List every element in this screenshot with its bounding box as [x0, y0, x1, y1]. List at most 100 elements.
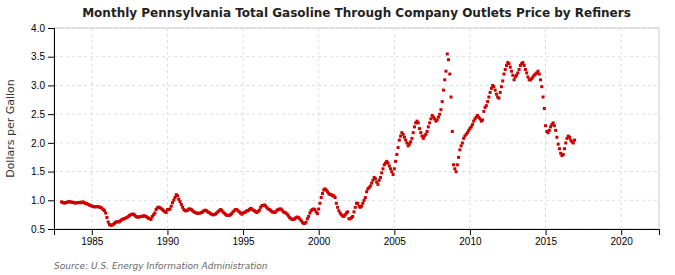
grid-line: [54, 142, 659, 143]
point: [486, 100, 489, 103]
point: [524, 68, 527, 71]
point: [564, 141, 567, 144]
grid-line: [545, 28, 546, 229]
point: [356, 202, 359, 205]
point: [180, 203, 183, 206]
tick: 0.5: [31, 224, 54, 235]
point: [317, 208, 320, 211]
point: [258, 209, 261, 212]
grid-line: [167, 28, 168, 229]
tick-mark: [546, 229, 547, 235]
point: [563, 147, 566, 150]
grid-line: [54, 56, 659, 57]
point: [481, 119, 484, 122]
tick-mark: [621, 229, 622, 235]
point: [452, 163, 455, 166]
tick: 2005: [384, 229, 407, 247]
point: [176, 194, 179, 197]
tick-mark: [470, 229, 471, 235]
point: [482, 110, 485, 113]
grid-line: [54, 200, 659, 201]
tick: 3.0: [31, 80, 54, 91]
point: [555, 136, 558, 139]
point: [365, 190, 368, 193]
point: [346, 210, 349, 213]
tick-mark: [394, 229, 395, 235]
point: [448, 73, 451, 76]
tick: 4.0: [31, 23, 54, 34]
point: [540, 85, 543, 88]
point: [457, 156, 460, 159]
point: [336, 206, 339, 209]
point: [441, 100, 444, 103]
point: [439, 108, 442, 111]
point: [460, 144, 463, 147]
point: [502, 73, 505, 76]
point: [395, 153, 398, 156]
point: [558, 147, 561, 150]
point: [539, 78, 542, 81]
point: [554, 129, 557, 132]
point: [494, 89, 497, 92]
tick-mark: [243, 229, 244, 235]
point: [447, 58, 450, 61]
point: [179, 200, 182, 203]
point: [492, 85, 495, 88]
point: [354, 206, 357, 209]
point: [335, 202, 338, 205]
point: [378, 179, 381, 182]
point: [389, 167, 392, 170]
point: [352, 210, 355, 213]
point: [471, 123, 474, 126]
tick: 2015: [535, 229, 558, 247]
point: [412, 131, 415, 134]
point: [509, 66, 512, 69]
grid-line: [54, 171, 659, 172]
point: [374, 177, 377, 180]
grid-line: [318, 28, 319, 229]
point: [426, 130, 429, 133]
tick-mark: [48, 114, 54, 115]
point: [489, 91, 492, 94]
point: [513, 78, 516, 81]
point: [388, 164, 391, 167]
point: [455, 170, 458, 173]
point: [409, 140, 412, 143]
point: [444, 70, 447, 73]
point: [526, 75, 529, 78]
point: [501, 79, 504, 82]
axis-line: [48, 29, 55, 230]
tick: 2.5: [31, 109, 54, 120]
point: [413, 125, 416, 128]
point: [398, 139, 401, 142]
point: [543, 107, 546, 110]
point: [562, 153, 565, 156]
point: [397, 146, 400, 149]
point: [105, 216, 108, 219]
tick-label: 1995: [232, 236, 255, 247]
tick-label: 2.0: [31, 138, 45, 149]
annotation: Source: U.S. Energy Information Administ…: [54, 261, 268, 271]
tick: 3.5: [31, 51, 54, 62]
point: [525, 71, 528, 74]
point: [516, 71, 519, 74]
point: [153, 212, 156, 215]
point: [461, 141, 464, 144]
tick-mark: [48, 85, 54, 86]
point: [165, 211, 168, 214]
point: [544, 124, 547, 127]
point: [381, 167, 384, 170]
point: [499, 91, 502, 94]
tick: 2020: [611, 229, 634, 247]
grid: [54, 28, 659, 229]
point: [369, 185, 372, 188]
point: [537, 70, 540, 73]
point: [360, 205, 363, 208]
point: [518, 68, 521, 71]
point: [424, 133, 427, 136]
point: [321, 192, 324, 195]
point: [392, 173, 395, 176]
tick: 1990: [157, 229, 180, 247]
grid-line: [243, 28, 244, 229]
grid-line: [54, 85, 659, 86]
